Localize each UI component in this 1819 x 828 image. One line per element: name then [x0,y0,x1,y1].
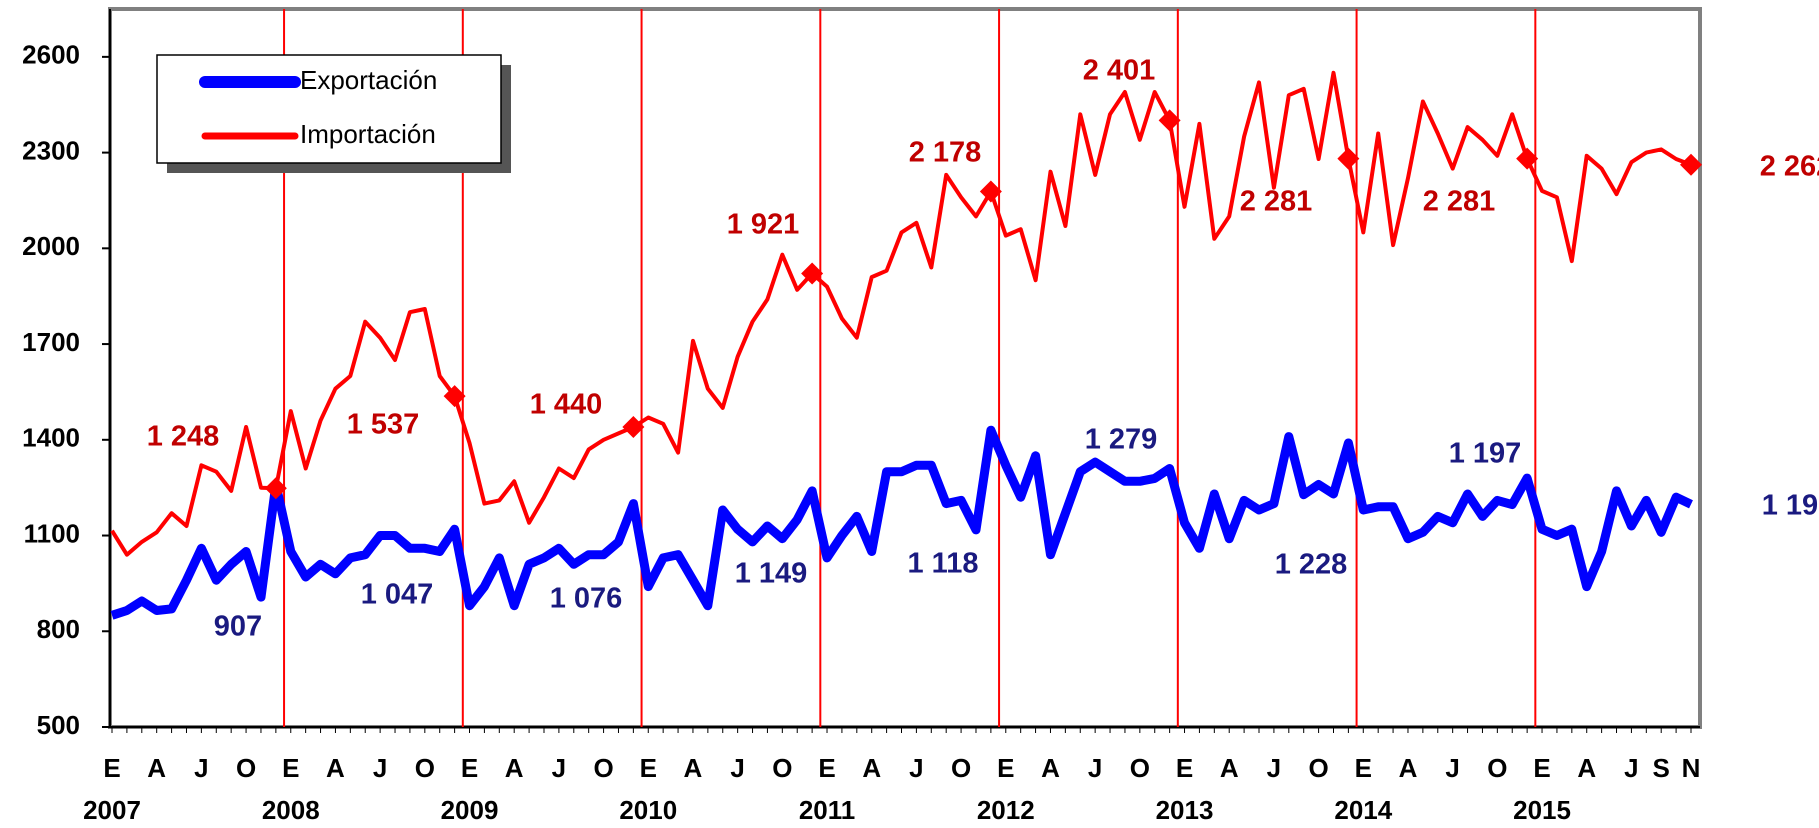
x-tick-label: J [1267,753,1281,783]
series-line [110,70,1692,557]
x-tick-label: E [1533,753,1550,783]
annotation: 1 047 [361,579,434,611]
annotation: 1 118 [908,548,979,580]
year-label: 2009 [441,795,499,825]
annotation: 907 [214,611,262,643]
diamond-marker [622,416,645,439]
annotation: 1 440 [530,389,603,421]
annotation: 1 198 [1762,490,1819,522]
year-label: 2015 [1513,795,1571,825]
x-tick-label: J [1624,753,1638,783]
legend-label: Importación [300,119,436,149]
y-tick-label: 500 [37,710,80,740]
annotation: 2 281 [1240,186,1313,218]
x-tick-label: A [1041,753,1060,783]
x-tick-label: E [1176,753,1193,783]
annotation: 2 262 [1760,151,1819,183]
annotation: 1 228 [1275,549,1348,581]
y-tick-label: 2600 [22,40,80,70]
y-tick-label: 800 [37,614,80,644]
year-label: 2011 [799,795,855,825]
x-tick-label: O [415,753,435,783]
annotation: 1 921 [727,209,800,241]
x-tick-label: J [1445,753,1459,783]
legend-box [156,54,502,164]
x-tick-label: J [1088,753,1102,783]
y-tick-label: 2000 [22,231,80,261]
year-label: 2008 [262,795,320,825]
year-label: 2010 [619,795,677,825]
diamond-marker [443,385,466,408]
x-tick-label: A [147,753,166,783]
diamond-marker [264,477,287,500]
annotation: 1 279 [1085,424,1158,456]
annotation: 1 537 [347,409,420,441]
x-tick-label: E [103,753,120,783]
x-tick-label: J [552,753,566,783]
x-tick-label: E [282,753,299,783]
x-tick-label: A [326,753,345,783]
x-tick-label: J [909,753,923,783]
year-label: 2013 [1156,795,1214,825]
annotation: 2 178 [909,137,982,169]
x-tick-label: A [1220,753,1239,783]
diamond-marker [979,180,1002,203]
annotation: 1 149 [735,558,808,590]
x-tick-label: E [640,753,657,783]
x-tick-label: O [951,753,971,783]
x-tick-label: O [236,753,256,783]
diamond-marker [1337,147,1360,170]
x-tick-label: N [1682,753,1701,783]
x-tick-label: O [772,753,792,783]
annotation: 2 281 [1423,186,1496,218]
x-tick-label: E [461,753,478,783]
y-tick-label: 2300 [22,135,80,165]
diamond-marker [1680,153,1702,176]
x-tick-label: A [862,753,881,783]
y-tick-label: 1400 [22,423,80,453]
year-label: 2012 [977,795,1035,825]
legend-label: Exportación [300,65,437,95]
x-tick-label: A [1399,753,1418,783]
x-tick-label: O [1487,753,1507,783]
annotation: 1 248 [147,421,220,453]
diamond-marker [1516,147,1539,170]
diamond-marker [801,262,824,285]
diamond-marker [1158,109,1181,132]
annotation: 1 076 [550,583,623,615]
x-tick-label: J [730,753,744,783]
x-tick-label: A [505,753,524,783]
x-tick-label: S [1653,753,1670,783]
x-tick-label: O [593,753,613,783]
x-tick-label: O [1130,753,1150,783]
series-line [110,425,1693,620]
x-tick-label: E [818,753,835,783]
x-tick-label: A [684,753,703,783]
y-tick-label: 1100 [24,518,80,548]
x-tick-label: J [373,753,387,783]
annotation: 1 197 [1449,438,1522,470]
year-label: 2007 [83,795,141,825]
x-tick-label: J [194,753,208,783]
x-tick-label: O [1308,753,1328,783]
year-label: 2014 [1334,795,1392,825]
y-tick-label: 1700 [22,327,80,357]
x-tick-label: E [1355,753,1372,783]
x-tick-label: E [997,753,1014,783]
x-tick-label: A [1577,753,1596,783]
annotation: 2 401 [1083,55,1156,87]
